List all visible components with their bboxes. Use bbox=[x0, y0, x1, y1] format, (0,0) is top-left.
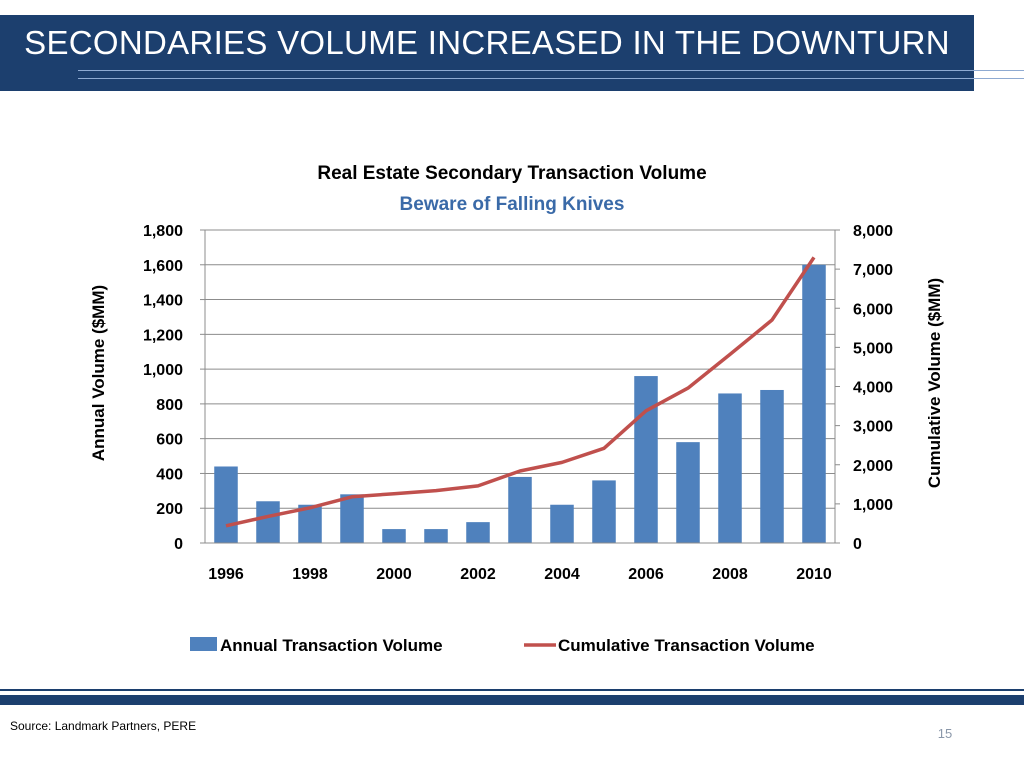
left-axis-ticks: 0 200 400 600 800 1,000 1,200 1,400 1,600 1,800 bbox=[143, 223, 205, 553]
left-tick-label: 1,400 bbox=[143, 293, 183, 310]
right-tick-label: 4,000 bbox=[853, 380, 893, 397]
right-tick-label: 6,000 bbox=[853, 301, 893, 318]
left-tick-label: 0 bbox=[174, 536, 183, 553]
bar bbox=[676, 442, 700, 543]
page-number: 15 bbox=[937, 726, 953, 741]
left-tick-label: 200 bbox=[156, 501, 183, 518]
bar bbox=[508, 476, 532, 543]
source-note: Source: Landmark Partners, PERE bbox=[10, 719, 197, 733]
x-tick-label: 2008 bbox=[712, 566, 748, 583]
bar bbox=[382, 529, 406, 543]
title-accent-line-top bbox=[78, 70, 1024, 71]
right-tick-label: 0 bbox=[853, 536, 862, 553]
bar bbox=[718, 393, 742, 543]
bar bbox=[298, 504, 322, 543]
bar bbox=[466, 522, 490, 543]
left-tick-label: 400 bbox=[156, 466, 183, 483]
x-tick-label: 2002 bbox=[460, 566, 496, 583]
footer-band-thin bbox=[0, 689, 1024, 691]
bar bbox=[214, 466, 238, 543]
left-tick-label: 600 bbox=[156, 432, 183, 449]
chart: Real Estate Secondary Transaction Volume… bbox=[89, 163, 944, 655]
x-tick-label: 2006 bbox=[628, 566, 664, 583]
x-tick-label: 1998 bbox=[292, 566, 328, 583]
right-tick-label: 3,000 bbox=[853, 419, 893, 436]
left-tick-label: 1,800 bbox=[143, 223, 183, 240]
cumulative-line bbox=[225, 256, 816, 528]
legend-line-label: Cumulative Transaction Volume bbox=[558, 636, 815, 655]
left-tick-label: 1,000 bbox=[143, 362, 183, 379]
chart-subtitle: Beware of Falling Knives bbox=[400, 194, 625, 215]
bar bbox=[256, 501, 280, 543]
legend-bar-swatch bbox=[190, 637, 217, 651]
x-axis-ticks: 1996 1998 2000 2002 2004 2006 2008 2010 bbox=[208, 566, 832, 583]
slide-title: SECONDARIES VOLUME INCREASED IN THE DOWN… bbox=[24, 24, 950, 61]
title-accent-line-bottom bbox=[78, 78, 1024, 79]
bar bbox=[550, 504, 574, 543]
right-tick-label: 7,000 bbox=[853, 262, 893, 279]
legend: Annual Transaction Volume Cumulative Tra… bbox=[190, 636, 815, 655]
legend-bar-label: Annual Transaction Volume bbox=[220, 636, 443, 655]
right-tick-label: 5,000 bbox=[853, 340, 893, 357]
left-tick-label: 800 bbox=[156, 397, 183, 414]
bar bbox=[760, 389, 784, 543]
line-series bbox=[225, 256, 816, 528]
bar bbox=[592, 480, 616, 543]
bar bbox=[340, 494, 364, 543]
left-axis-label: Annual Volume ($MM) bbox=[89, 285, 108, 461]
x-tick-label: 2000 bbox=[376, 566, 412, 583]
bar bbox=[424, 529, 448, 543]
x-tick-label: 2004 bbox=[544, 566, 580, 583]
right-tick-label: 8,000 bbox=[853, 223, 893, 240]
left-tick-label: 1,200 bbox=[143, 327, 183, 344]
right-tick-label: 2,000 bbox=[853, 458, 893, 475]
bar bbox=[634, 376, 658, 543]
left-tick-label: 1,600 bbox=[143, 258, 183, 275]
chart-title: Real Estate Secondary Transaction Volume bbox=[317, 163, 706, 184]
bar bbox=[802, 264, 826, 543]
footer-band-thick bbox=[0, 695, 1024, 705]
x-tick-label: 1996 bbox=[208, 566, 244, 583]
right-axis-ticks: 0 1,000 2,000 3,000 4,000 5,000 6,000 7,000 8,00… bbox=[835, 223, 893, 553]
x-tick-label: 2010 bbox=[796, 566, 832, 583]
bar-series bbox=[214, 264, 826, 543]
right-tick-label: 1,000 bbox=[853, 497, 893, 514]
right-axis-label: Cumulative Volume ($MM) bbox=[925, 278, 944, 488]
